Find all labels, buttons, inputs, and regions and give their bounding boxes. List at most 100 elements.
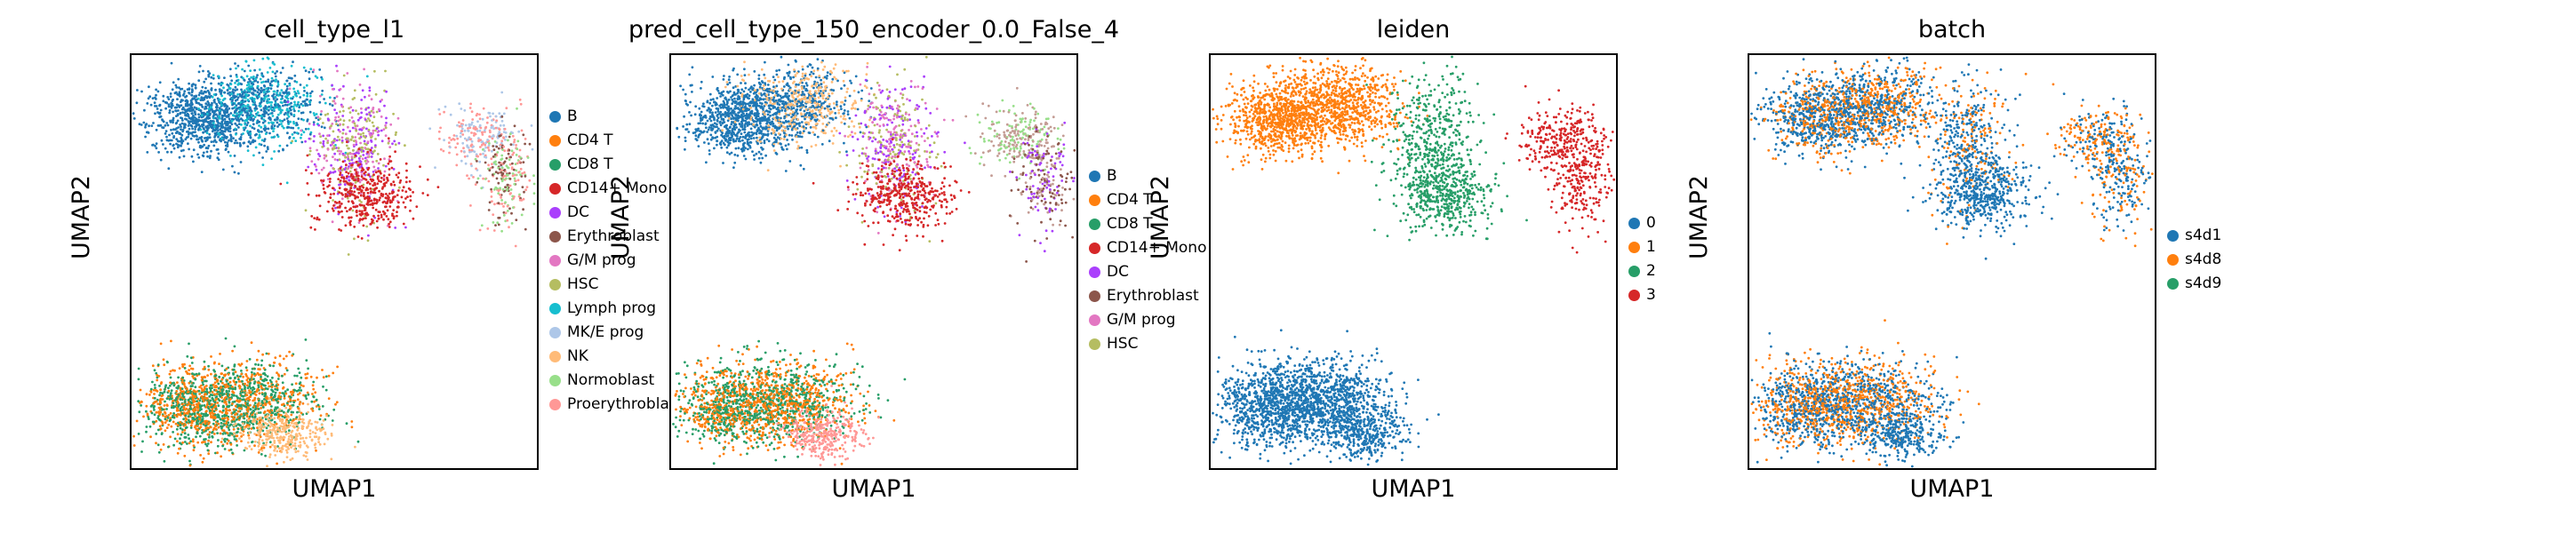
chart-title: batch: [1748, 16, 2156, 44]
chart-title: cell_type_l1: [130, 16, 539, 44]
legend-marker: [1089, 219, 1100, 230]
plot-area: [1209, 53, 1618, 470]
x-axis-label: UMAP1: [669, 475, 1078, 503]
legend-label: Normoblast: [567, 371, 654, 389]
legend-entry: NK: [549, 345, 683, 369]
legend-marker: [1089, 314, 1100, 326]
cluster-rightArc2: [1549, 103, 1616, 254]
legend-marker: [2167, 254, 2179, 266]
cluster-bottomA: [672, 344, 820, 465]
legend-entry: Lymph prog: [549, 297, 683, 321]
cluster-midLow: [812, 138, 971, 251]
y-axis-label: UMAP2: [607, 175, 635, 259]
legend-marker: [549, 279, 561, 290]
scatter-plot: [672, 55, 1076, 466]
cluster-rightArc1: [2046, 83, 2150, 196]
legend-entry: CD4 T: [549, 129, 683, 153]
plot-area: [130, 53, 539, 470]
legend: 0 1 2 3: [1628, 211, 1656, 307]
cluster-rightArc2: [2080, 105, 2154, 248]
legend-label: CD14+ Mono: [1107, 239, 1206, 257]
cluster-midStem: [1903, 63, 2028, 245]
legend-label: DC: [567, 203, 589, 221]
legend-entry: DC: [1089, 260, 1206, 284]
legend-label: Erythroblast: [1107, 287, 1199, 305]
legend-label: Lymph prog: [567, 299, 656, 317]
legend-label: CD4 T: [1107, 191, 1153, 209]
legend-label: B: [1107, 167, 1117, 185]
legend-marker: [1089, 290, 1100, 302]
cluster-topLeftB: [716, 55, 891, 172]
legend-marker: [1089, 266, 1100, 278]
legend-entry: HSC: [549, 273, 683, 297]
legend-entry: CD8 T: [1089, 212, 1206, 236]
legend-label: DC: [1107, 263, 1129, 281]
legend-entry: 3: [1628, 283, 1656, 307]
legend-marker: [1628, 218, 1640, 229]
cluster-topLeftB: [1252, 56, 1429, 175]
cluster-rightArc2: [1004, 121, 1076, 263]
cluster-rightArc1: [1504, 84, 1614, 191]
cluster-bottomC: [220, 391, 356, 468]
cluster-topLeftB: [1799, 56, 1974, 167]
x-axis-label: UMAP1: [1748, 475, 2156, 503]
legend-entry: B: [1089, 164, 1206, 188]
legend-label: CD8 T: [1107, 215, 1153, 233]
legend-label: NK: [567, 347, 588, 365]
legend-label: CD4 T: [567, 131, 613, 149]
legend-label: MK/E prog: [567, 323, 644, 341]
plot-area: [669, 53, 1078, 470]
cluster-bottomB: [691, 339, 907, 465]
legend-marker: [549, 351, 561, 362]
legend-label: G/M prog: [567, 251, 636, 269]
legend-marker: [549, 111, 561, 123]
legend-entry: MK/E prog: [549, 321, 683, 345]
panel-leiden: leiden UMAP1 UMAP2 0 1 2 3: [1147, 0, 1778, 533]
cluster-midLow: [279, 137, 440, 240]
legend-entry: HSC: [1089, 332, 1206, 356]
legend-label: 2: [1646, 262, 1656, 280]
legend-label: 0: [1646, 214, 1656, 232]
panel-cell-type-l1: cell_type_l1 UMAP1 UMAP2 B CD4 T CD8 T CD14…: [68, 0, 699, 533]
legend-entry: DC: [549, 201, 683, 225]
legend: B CD4 T CD8 T CD14+ Mono DC Erythroblast G/M p…: [549, 105, 683, 417]
legend: B CD4 T CD8 T CD14+ Mono DC Erythroblast G/M p…: [1089, 164, 1206, 356]
panel-batch: batch UMAP1 UMAP2 s4d1 s4d8 s4d9: [1685, 0, 2316, 533]
legend-marker: [549, 159, 561, 171]
legend-entry: G/M prog: [549, 249, 683, 273]
legend-label: HSC: [567, 275, 598, 293]
legend-entry: Normoblast: [549, 369, 683, 393]
x-axis-label: UMAP1: [1209, 475, 1618, 503]
chart-title: leiden: [1209, 16, 1618, 44]
legend-marker: [2167, 278, 2179, 290]
cluster-bottomB: [1755, 319, 1980, 466]
cluster-bottomC: [1820, 400, 1965, 468]
x-axis-label: UMAP1: [130, 475, 539, 503]
cluster-midLow: [1373, 143, 1528, 241]
legend-marker: [549, 399, 561, 410]
legend-label: 1: [1646, 238, 1656, 256]
legend-entry: CD4 T: [1089, 188, 1206, 212]
scatter-plot: [1749, 56, 2154, 468]
legend-entry: CD8 T: [549, 153, 683, 177]
legend-entry: 1: [1628, 235, 1656, 259]
legend-entry: 2: [1628, 259, 1656, 283]
cluster-rightArc1: [428, 91, 534, 189]
legend-label: s4d9: [2185, 274, 2221, 292]
legend-marker: [549, 231, 561, 243]
legend-entry: G/M prog: [1089, 308, 1206, 332]
legend-marker: [549, 255, 561, 266]
y-axis-label: UMAP2: [1147, 175, 1174, 259]
y-axis-label: UMAP2: [68, 175, 95, 259]
legend-label: CD14+ Mono: [567, 179, 667, 197]
chart-title: pred_cell_type_150_encoder_0.0_False_4: [598, 16, 1149, 44]
plot-area: [1748, 53, 2156, 470]
legend-entry: s4d1: [2167, 224, 2221, 248]
legend-marker: [1089, 243, 1100, 254]
legend-marker: [549, 135, 561, 147]
legend-entry: 0: [1628, 211, 1656, 235]
legend-marker: [1089, 171, 1100, 182]
cluster-bottomA: [1212, 329, 1362, 465]
scatter-plot: [1212, 55, 1616, 466]
legend-marker: [1089, 338, 1100, 350]
